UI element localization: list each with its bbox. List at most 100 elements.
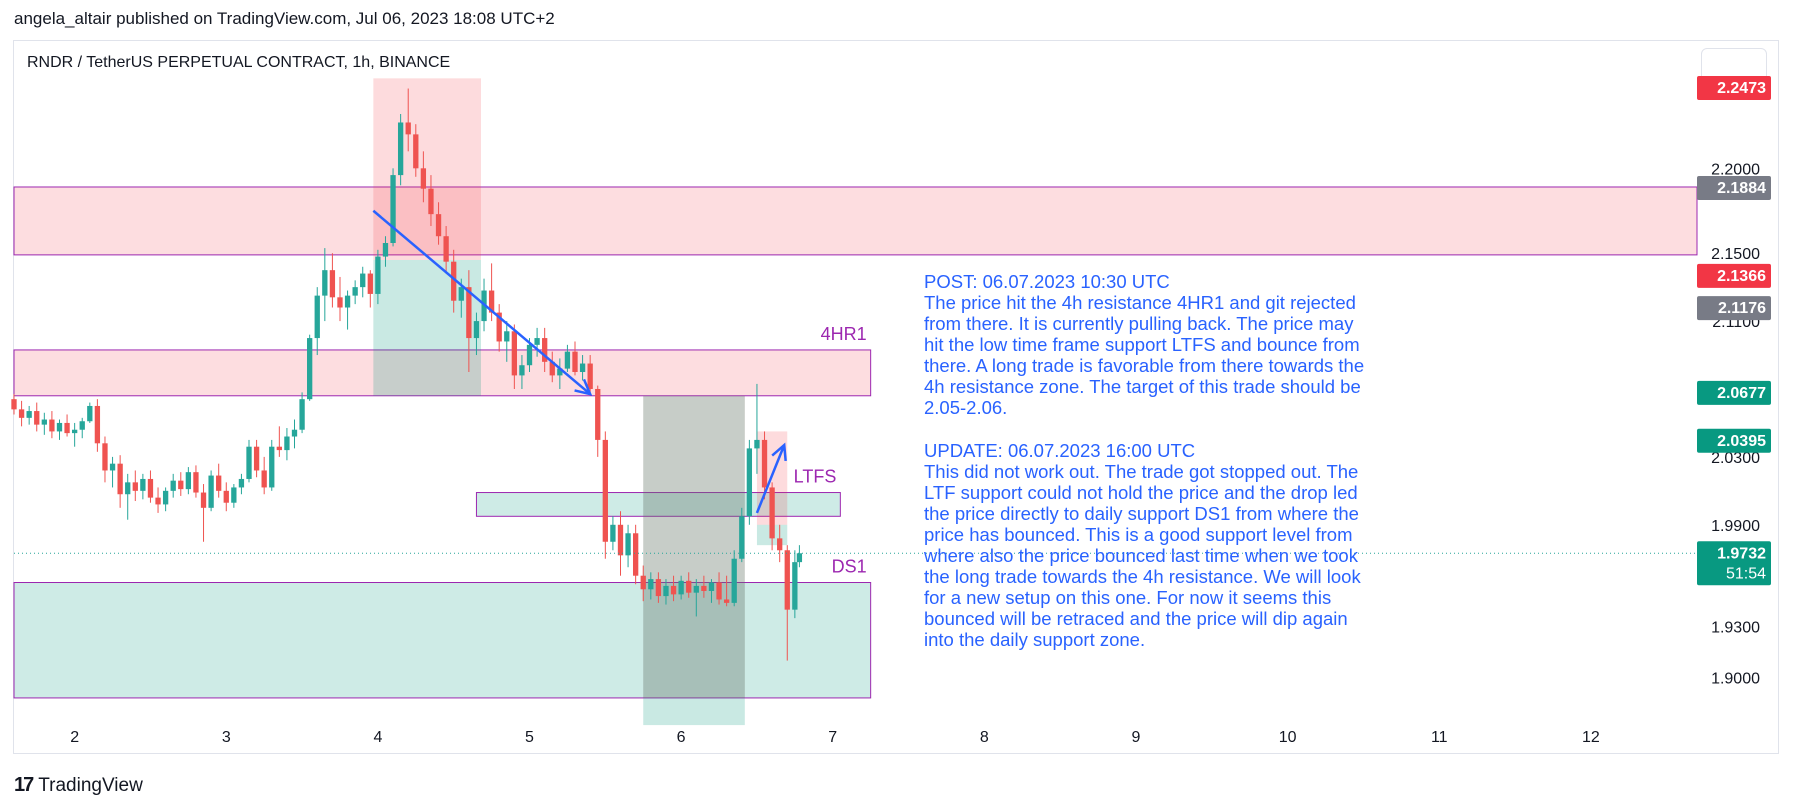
candle	[125, 482, 131, 495]
candle	[648, 579, 654, 590]
x-tick-label: 8	[980, 729, 989, 746]
candle	[595, 388, 601, 440]
candle	[504, 331, 510, 342]
candle	[663, 585, 669, 597]
axis-layer: 2 3 4 5 6 7 8 9 10 11 122.20002.15002.11002.03001.…	[14, 76, 1771, 746]
candle	[155, 497, 161, 505]
y-tick-label: 1.9300	[1711, 620, 1760, 637]
candle	[193, 472, 199, 493]
candle	[140, 478, 146, 491]
position-0-stop-zone	[373, 78, 481, 260]
candle	[549, 361, 555, 376]
y-tick-label: 1.9900	[1711, 518, 1760, 535]
countdown-label: 51:54	[1726, 565, 1766, 582]
candle	[443, 236, 449, 262]
candle	[178, 480, 184, 490]
candle	[79, 421, 85, 430]
price-label: 2.0677	[1717, 385, 1766, 402]
candle	[693, 585, 699, 593]
publish-info: angela_altair published on TradingView.c…	[14, 9, 555, 28]
x-tick-label: 5	[525, 729, 534, 746]
candle	[435, 214, 442, 237]
candle	[428, 188, 434, 215]
symbol-title[interactable]: RNDR / TetherUS PERPETUAL CONTRACT, 1h, …	[27, 54, 451, 71]
candle	[420, 168, 427, 189]
candle	[26, 411, 32, 418]
candle	[602, 439, 608, 542]
x-tick-label: 11	[1431, 729, 1448, 746]
candle	[329, 270, 336, 298]
candle	[41, 419, 47, 425]
zone-labels-layer: 4HR1 LTFS DS1	[794, 324, 867, 577]
candle	[11, 399, 17, 410]
zone-label-ltfs: LTFS	[794, 467, 837, 487]
candle	[238, 478, 245, 488]
price-label-box	[1697, 380, 1771, 405]
candle	[451, 261, 457, 301]
candle	[572, 351, 578, 373]
candle	[200, 492, 207, 508]
candle	[223, 490, 229, 503]
candle	[360, 273, 366, 288]
candle	[557, 368, 563, 376]
candle	[761, 439, 768, 488]
candle	[739, 516, 745, 559]
position-1-target-zone	[643, 395, 745, 726]
candle	[458, 287, 464, 301]
candle	[686, 580, 692, 593]
candle	[466, 287, 472, 339]
price-label: 2.1884	[1717, 180, 1766, 197]
candle	[56, 422, 63, 432]
candle	[534, 338, 540, 345]
candle	[71, 429, 78, 434]
candle	[49, 419, 55, 432]
trend-arrow-head	[574, 378, 593, 396]
candle	[640, 575, 646, 590]
price-label: 2.1176	[1718, 300, 1766, 317]
candle	[246, 446, 252, 479]
price-label: 1.9732	[1717, 545, 1766, 562]
candle	[678, 580, 684, 595]
candle	[382, 243, 389, 257]
candle	[147, 478, 154, 498]
candle	[405, 122, 411, 135]
candle	[792, 562, 798, 610]
y-tick-label: 1.9000	[1711, 671, 1760, 688]
candle	[253, 446, 260, 471]
candle	[777, 538, 783, 551]
zone-4hr1	[13, 349, 872, 397]
x-tick-label: 7	[828, 729, 837, 746]
candle	[185, 472, 192, 490]
footer-brand-label: TradingView	[38, 774, 143, 796]
tradingview-logo-icon: 17	[14, 774, 34, 796]
candle	[670, 585, 677, 595]
candle	[269, 446, 275, 488]
candle	[162, 490, 169, 505]
candle	[617, 524, 624, 556]
price-label: 2.2473	[1717, 80, 1766, 97]
post-annotation: POST: 06.07.2023 10:30 UTC The price hit…	[924, 271, 1365, 418]
candle	[375, 256, 381, 294]
candle	[769, 487, 775, 539]
x-tick-label: 6	[677, 729, 686, 746]
y-tick-label: 2.0300	[1711, 450, 1760, 467]
candle	[64, 422, 70, 434]
candle	[723, 599, 730, 603]
candle	[307, 338, 313, 400]
trend-line	[372, 209, 591, 396]
footer-brand[interactable]: 17 TradingView	[14, 774, 143, 797]
price-label-box	[1697, 428, 1771, 453]
candle	[579, 363, 586, 373]
candle	[655, 579, 662, 597]
candle	[625, 533, 631, 556]
candle	[117, 463, 123, 495]
trend-line	[755, 444, 786, 514]
price-label: 2.1366	[1717, 268, 1766, 285]
price-label-box	[1697, 541, 1771, 586]
candle	[542, 338, 548, 362]
candle	[132, 482, 138, 491]
price-label: 2.0395	[1717, 433, 1766, 450]
price-label-box	[1697, 176, 1771, 201]
candle	[488, 290, 495, 313]
